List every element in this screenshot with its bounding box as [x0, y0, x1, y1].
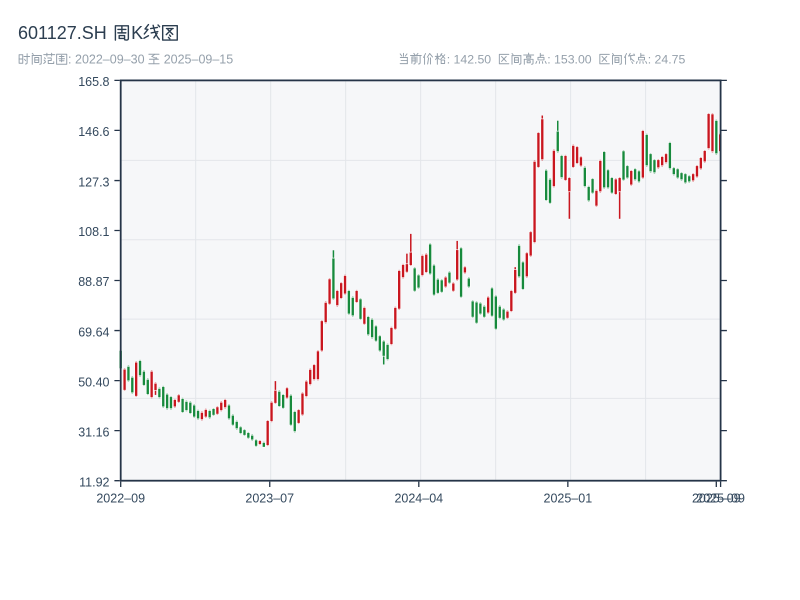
svg-text:50.40: 50.40: [78, 375, 109, 389]
svg-text:108.1: 108.1: [78, 225, 109, 239]
svg-text:2025–09–15: 2025–09–15: [164, 53, 234, 67]
svg-text:2024–04: 2024–04: [394, 492, 443, 506]
svg-text:127.3: 127.3: [78, 175, 109, 189]
svg-text:88.87: 88.87: [78, 275, 109, 289]
svg-text:2025–09: 2025–09: [692, 492, 741, 506]
svg-text:11.92: 11.92: [79, 475, 109, 489]
svg-text:69.64: 69.64: [78, 325, 109, 339]
svg-text:: 142.50: : 142.50: [447, 53, 492, 67]
svg-text:: 24.75: : 24.75: [648, 53, 686, 67]
svg-text:601127.SH: 601127.SH: [18, 23, 107, 43]
svg-text:: 153.00: : 153.00: [547, 53, 592, 67]
svg-text:2023–07: 2023–07: [245, 492, 294, 506]
svg-text:2022–09: 2022–09: [96, 492, 145, 506]
svg-text:31.16: 31.16: [78, 425, 109, 439]
svg-text:2025–09: 2025–09: [696, 492, 745, 506]
svg-text:2025–01: 2025–01: [544, 492, 593, 506]
svg-text::: :: [68, 53, 71, 67]
svg-text:165.8: 165.8: [78, 75, 109, 89]
svg-text:K: K: [131, 23, 143, 43]
svg-text:146.6: 146.6: [78, 125, 109, 139]
svg-text:2022–09–30: 2022–09–30: [75, 53, 145, 67]
